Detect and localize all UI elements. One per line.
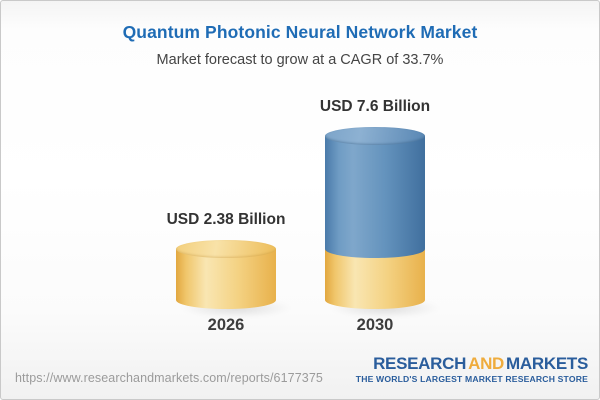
cylinder-top-blue <box>325 126 425 145</box>
bar-category-label-2026: 2026 <box>207 316 245 334</box>
logo-word-markets: MARKETS <box>506 354 588 373</box>
logo-tagline: THE WORLD'S LARGEST MARKET RESEARCH STOR… <box>355 374 588 384</box>
logo-word-and: AND <box>468 354 505 373</box>
logo-word-research: RESEARCH <box>373 354 467 373</box>
cylinder-segment-blue <box>325 135 425 258</box>
cylinder-segment-gold <box>325 248 425 309</box>
research-and-markets-logo: RESEARCH AND MARKETS THE WORLD'S LARGEST M… <box>355 355 589 384</box>
page-title: Quantum Photonic Neural Network Market <box>122 22 478 42</box>
cylinder-segment-gold <box>176 248 276 309</box>
report-url: https://www.researchandmarkets.com/repor… <box>15 371 323 385</box>
bar-value-label-2026: USD 2.38 Billion <box>166 211 286 228</box>
bar-category-label-2030: 2030 <box>356 316 394 334</box>
cylinder-top-gold <box>176 239 276 258</box>
bar-value-label-2030: USD 7.6 Billion <box>319 98 431 115</box>
page-subtitle: Market forecast to grow at a CAGR of 33.… <box>156 52 444 68</box>
logo-wordmark: RESEARCH AND MARKETS <box>356 355 588 372</box>
